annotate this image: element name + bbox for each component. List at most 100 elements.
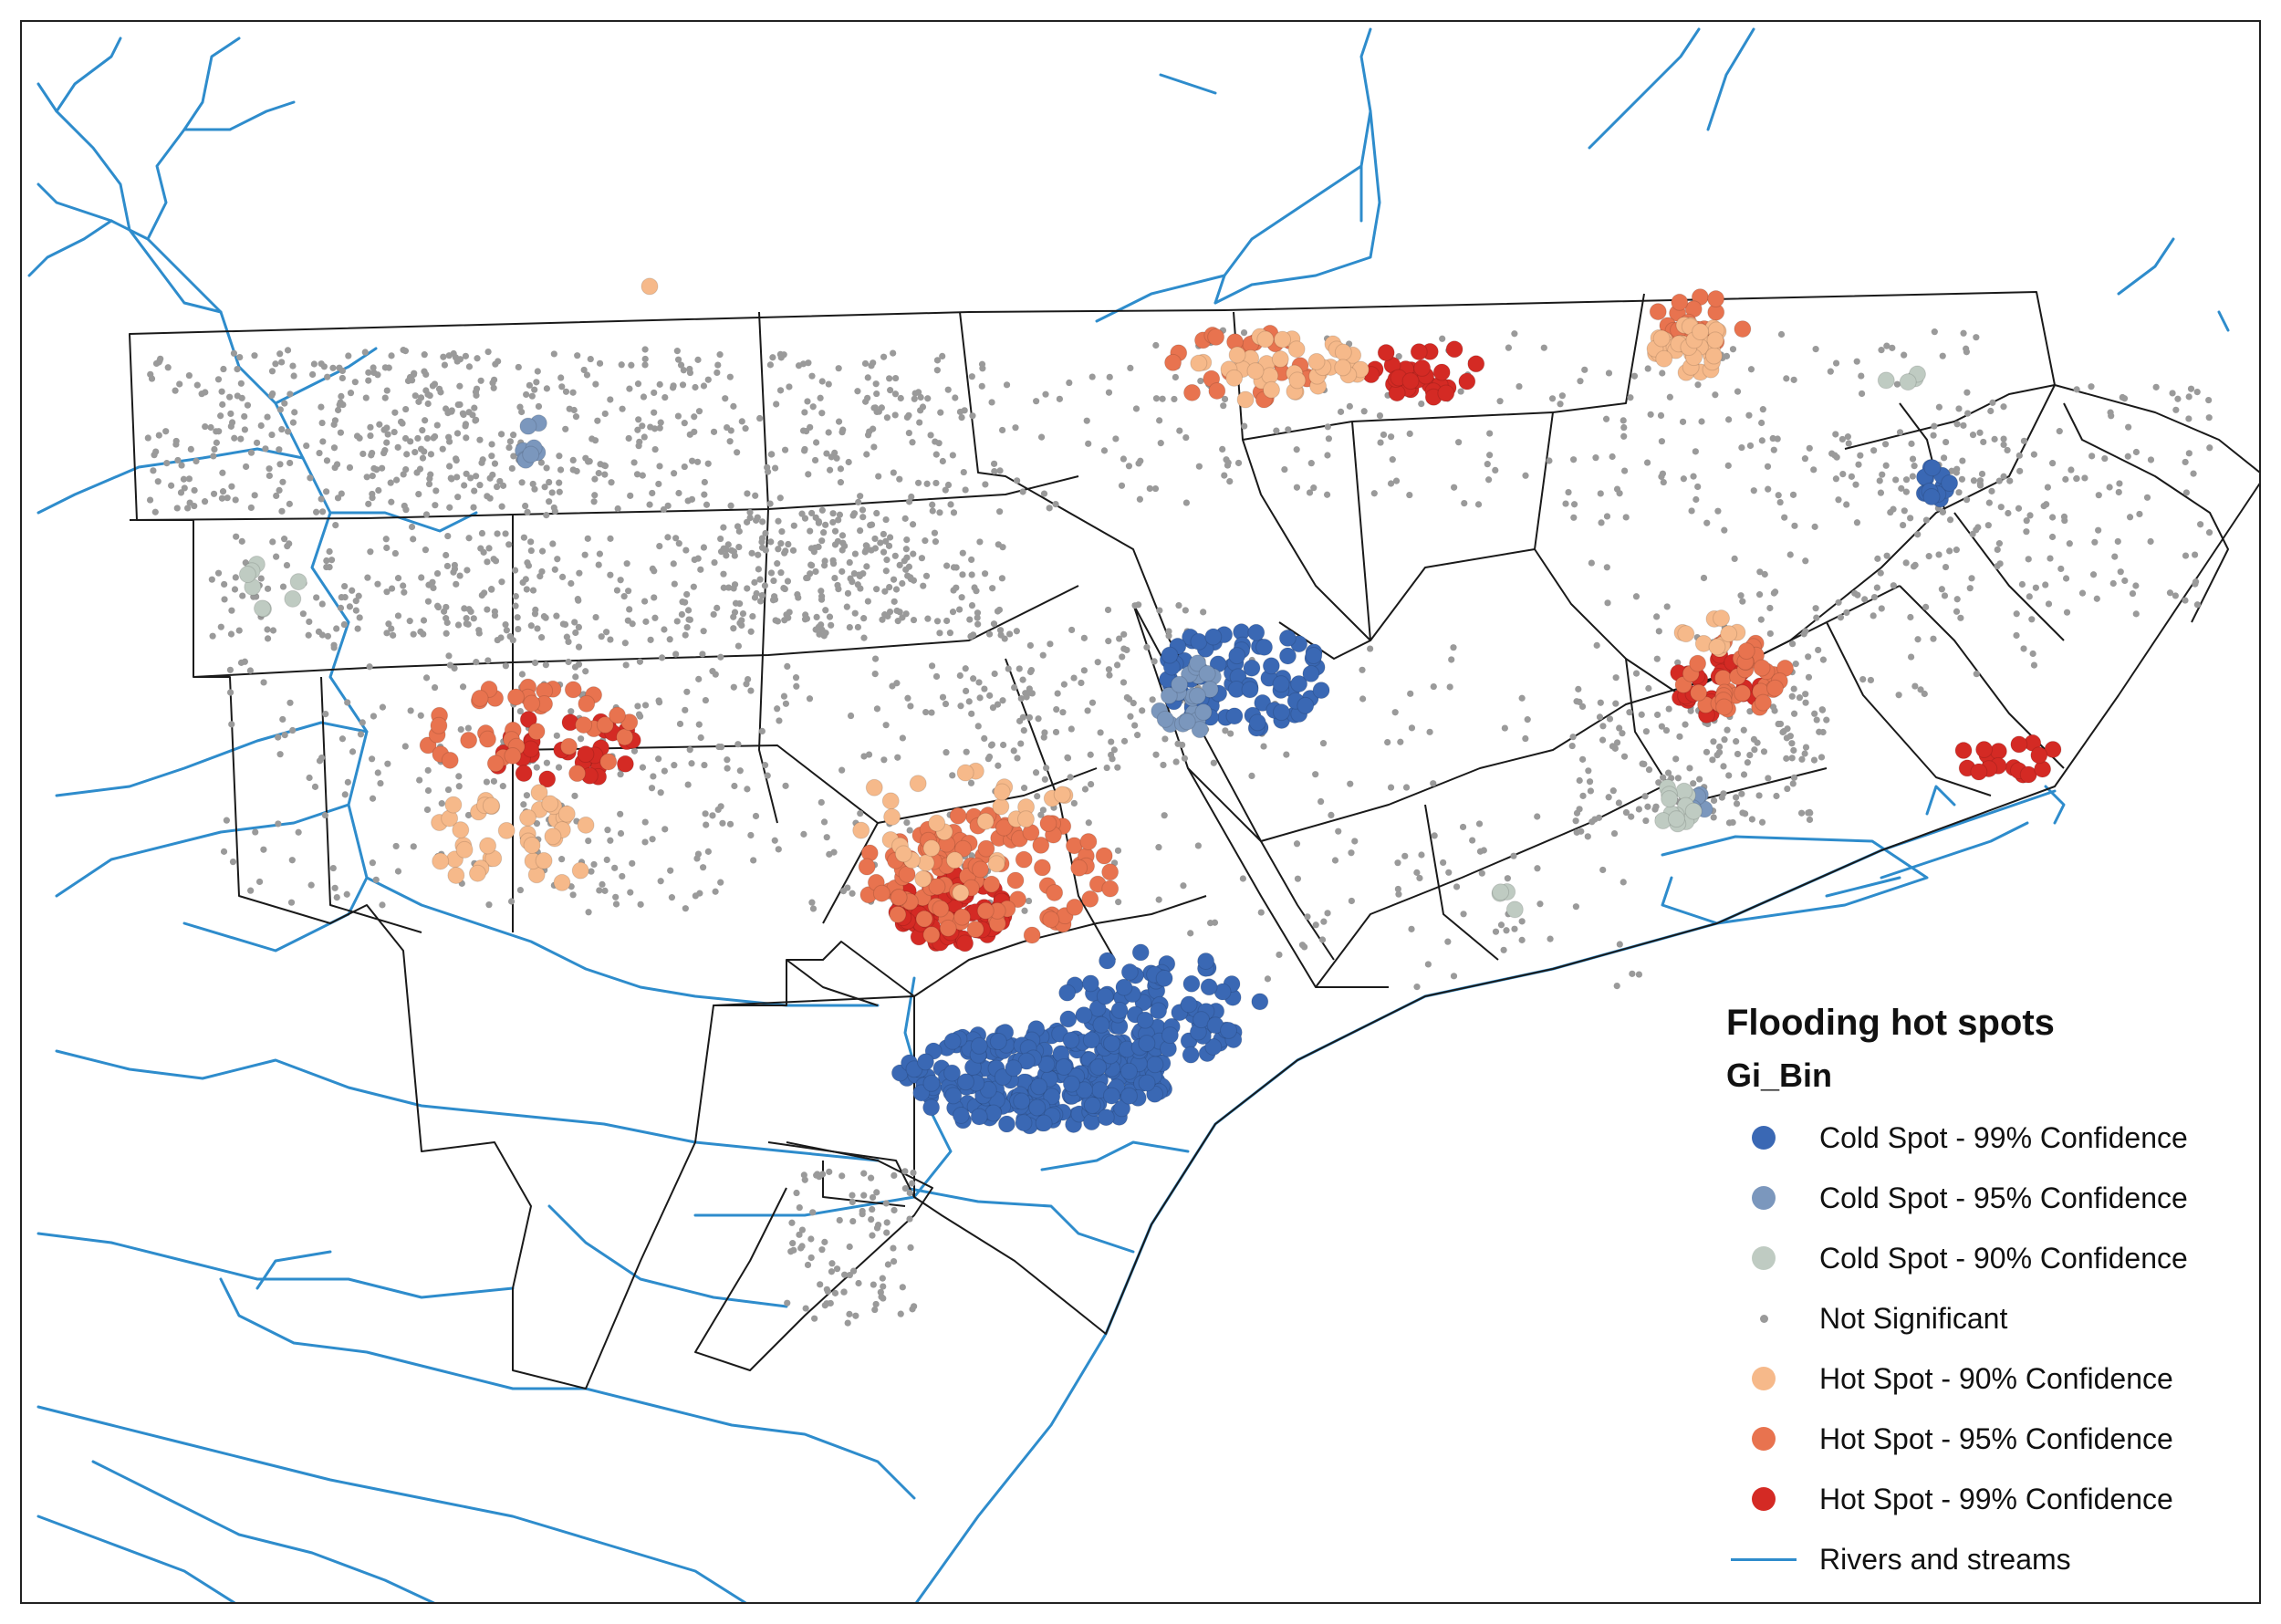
point-not-significant-352 — [812, 439, 820, 446]
point-not-significant-206 — [411, 449, 419, 456]
point-not-significant-241 — [716, 351, 724, 359]
legend-item-cold99: Cold Spot - 99% Confidence — [1726, 1108, 2237, 1168]
point-not-significant-1612 — [1665, 705, 1672, 713]
point-not-significant-826 — [731, 782, 738, 790]
point-not-significant-938 — [445, 652, 453, 660]
point-hot99-2 — [1954, 742, 1973, 760]
point-not-significant-1914 — [2206, 444, 2213, 452]
point-not-significant-428 — [318, 495, 325, 503]
point-hot95-21 — [1734, 684, 1752, 703]
point-not-significant-999 — [774, 705, 781, 713]
point-cold99-66 — [1241, 681, 1259, 699]
point-not-significant-1274 — [1960, 329, 1967, 337]
point-not-significant-1018 — [999, 697, 1006, 704]
point-not-significant-0 — [174, 456, 182, 464]
point-not-significant-823 — [464, 811, 473, 819]
point-not-significant-1956 — [1946, 547, 1953, 555]
point-not-significant-1167 — [904, 694, 911, 702]
point-not-significant-492 — [767, 451, 775, 458]
point-not-significant-2191 — [899, 614, 906, 621]
point-hot90-18 — [1190, 354, 1208, 372]
point-not-significant-726 — [985, 630, 994, 638]
point-not-significant-2332 — [532, 606, 539, 613]
point-not-significant-919 — [341, 791, 349, 798]
point-not-significant-404 — [523, 390, 530, 399]
point-not-significant-475 — [337, 429, 345, 436]
point-not-significant-1162 — [991, 670, 998, 678]
point-not-significant-1387 — [1515, 382, 1523, 390]
point-not-significant-467 — [273, 492, 280, 500]
point-not-significant-468 — [684, 497, 692, 505]
point-not-significant-1536 — [1976, 477, 1984, 484]
point-not-significant-587 — [730, 625, 737, 632]
point-not-significant-1690 — [1595, 814, 1603, 821]
point-not-significant-686 — [305, 631, 312, 639]
point-not-significant-1783 — [1504, 875, 1511, 882]
point-not-significant-937 — [703, 821, 710, 828]
point-not-significant-2270 — [864, 598, 871, 605]
point-not-significant-1100 — [894, 754, 901, 761]
point-not-significant-359 — [419, 454, 427, 462]
point-not-significant-1331 — [1003, 381, 1011, 389]
point-not-significant-1474 — [1806, 444, 1813, 452]
point-not-significant-1911 — [1878, 605, 1885, 612]
point-not-significant-1766 — [1497, 921, 1505, 929]
point-not-significant-1439 — [1861, 596, 1869, 603]
point-not-significant-2237 — [758, 538, 766, 546]
point-not-significant-2208 — [801, 515, 809, 522]
point-not-significant-2015 — [869, 1232, 876, 1239]
point-not-significant-90 — [531, 485, 538, 493]
point-not-significant-897 — [709, 812, 716, 819]
point-not-significant-792 — [227, 630, 235, 638]
point-not-significant-939 — [344, 699, 351, 706]
point-not-significant-1698 — [1609, 743, 1617, 750]
point-not-significant-388 — [933, 357, 942, 364]
point-not-significant-2188 — [873, 509, 880, 517]
point-not-significant-2226 — [882, 515, 890, 524]
point-not-significant-725 — [682, 631, 689, 639]
point-not-significant-304 — [307, 474, 314, 482]
point-cold99-182 — [1097, 1109, 1115, 1127]
river-line-17 — [55, 1049, 880, 1162]
point-not-significant-1805 — [1331, 857, 1339, 864]
point-not-significant-525 — [890, 576, 898, 583]
point-not-significant-251 — [176, 380, 183, 388]
point-not-significant-2185 — [801, 616, 809, 623]
point-not-significant-22 — [651, 409, 658, 416]
point-not-significant-1305 — [1056, 395, 1063, 402]
point-not-significant-855 — [667, 867, 674, 874]
point-not-significant-1976 — [882, 1200, 890, 1207]
point-hot95-6 — [1649, 303, 1667, 321]
point-not-significant-1504 — [2030, 661, 2038, 669]
point-not-significant-2387 — [506, 438, 514, 445]
point-not-significant-793 — [603, 629, 610, 636]
point-not-significant-1440 — [1788, 640, 1797, 648]
point-not-significant-291 — [896, 475, 903, 483]
point-not-significant-488 — [318, 403, 325, 411]
point-not-significant-2335 — [519, 578, 526, 587]
point-not-significant-1809 — [1450, 973, 1458, 980]
point-not-significant-429 — [936, 509, 943, 516]
point-not-significant-1460 — [1922, 516, 1930, 524]
point-not-significant-977 — [1020, 785, 1028, 792]
point-not-significant-1397 — [1621, 467, 1629, 474]
point-not-significant-1446 — [1791, 522, 1798, 529]
point-not-significant-586 — [675, 540, 682, 547]
point-hot95-109 — [972, 860, 990, 879]
point-not-significant-2110 — [1135, 601, 1142, 609]
point-not-significant-1421 — [1739, 598, 1746, 605]
point-not-significant-1625 — [1790, 774, 1798, 781]
point-not-significant-2415 — [329, 364, 337, 371]
point-not-significant-715 — [502, 620, 509, 629]
point-not-significant-1200 — [1112, 435, 1120, 442]
point-hot95-91 — [922, 926, 941, 944]
map-canvas[interactable] — [22, 22, 2261, 1604]
point-not-significant-1881 — [2089, 571, 2098, 578]
point-not-significant-1700 — [1149, 696, 1156, 703]
point-not-significant-1015 — [571, 792, 578, 799]
point-not-significant-224 — [550, 350, 557, 358]
point-not-significant-1407 — [1746, 442, 1755, 450]
point-not-significant-1510 — [1859, 676, 1867, 683]
point-not-significant-1442 — [1792, 661, 1799, 668]
point-not-significant-2263 — [893, 607, 901, 615]
